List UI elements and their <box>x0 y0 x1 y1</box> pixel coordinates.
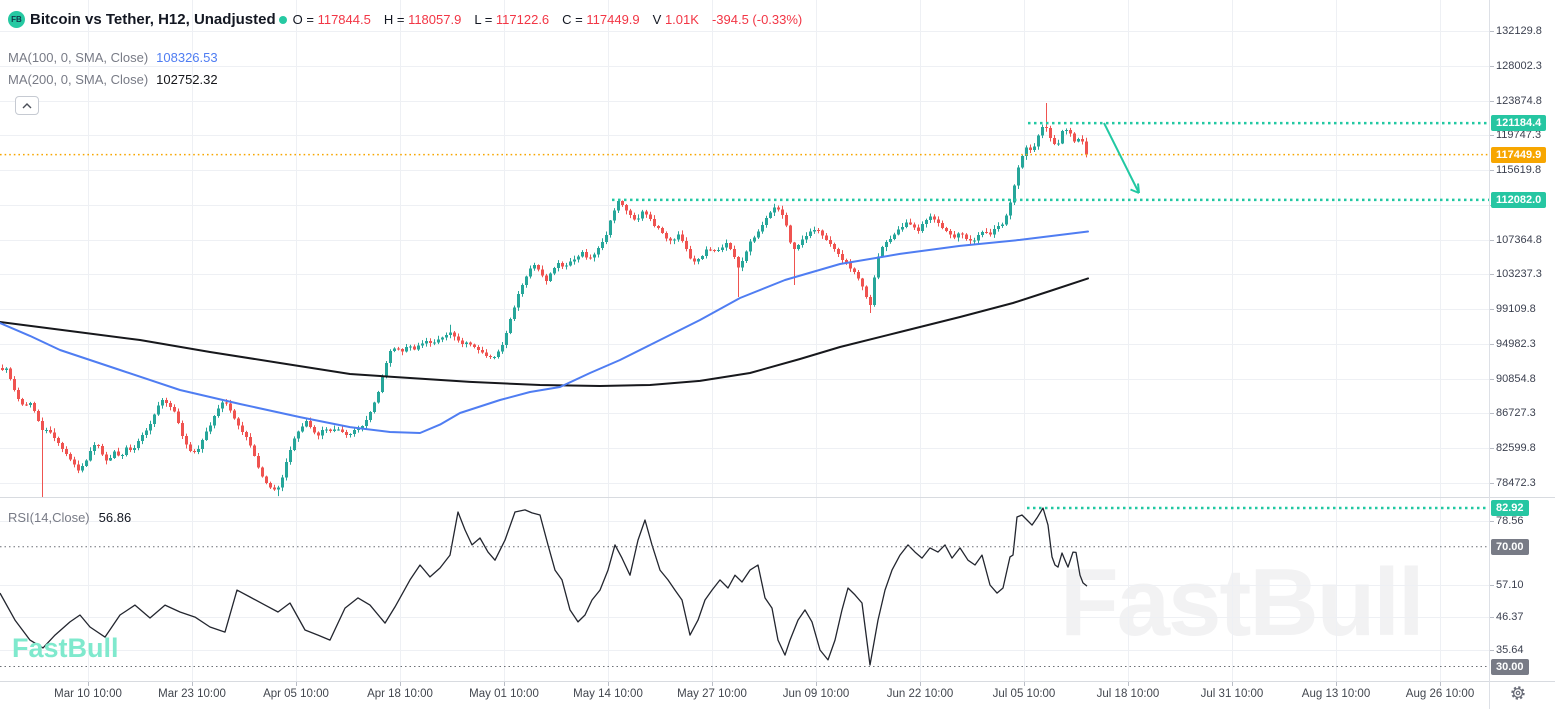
volume-readout: V 1.01K <box>652 12 699 27</box>
symbol-title[interactable]: Bitcoin vs Tether, H12, Unadjusted <box>30 11 276 28</box>
fastbull-logo-icon: FB <box>8 11 25 28</box>
fastbull-watermark-large: FastBull <box>1060 549 1425 656</box>
ma200-legend: MA(200, 0, SMA, Close) 102752.32 <box>8 72 218 87</box>
ohlc-close: C = 117449.9 <box>562 12 640 27</box>
chevron-up-icon <box>22 102 32 108</box>
ma100-legend: MA(100, 0, SMA, Close) 108326.53 <box>8 50 218 65</box>
settings-gear-icon[interactable] <box>1509 684 1527 702</box>
ohlc-low: L = 117122.6 <box>474 12 550 27</box>
change-readout: -394.5 (-0.33%) <box>711 12 803 27</box>
fastbull-watermark-small: FastBull <box>12 633 119 663</box>
rsi-legend: RSI(14,Close) 56.86 <box>8 510 132 525</box>
market-status-dot-icon <box>278 15 287 24</box>
symbol-legend: FB Bitcoin vs Tether, H12, Unadjusted O … <box>8 10 803 115</box>
ohlc-high: H = 118057.9 <box>383 12 462 27</box>
collapse-legend-button[interactable] <box>15 96 39 115</box>
ohlc-open: O = 117844.5 <box>292 12 371 27</box>
